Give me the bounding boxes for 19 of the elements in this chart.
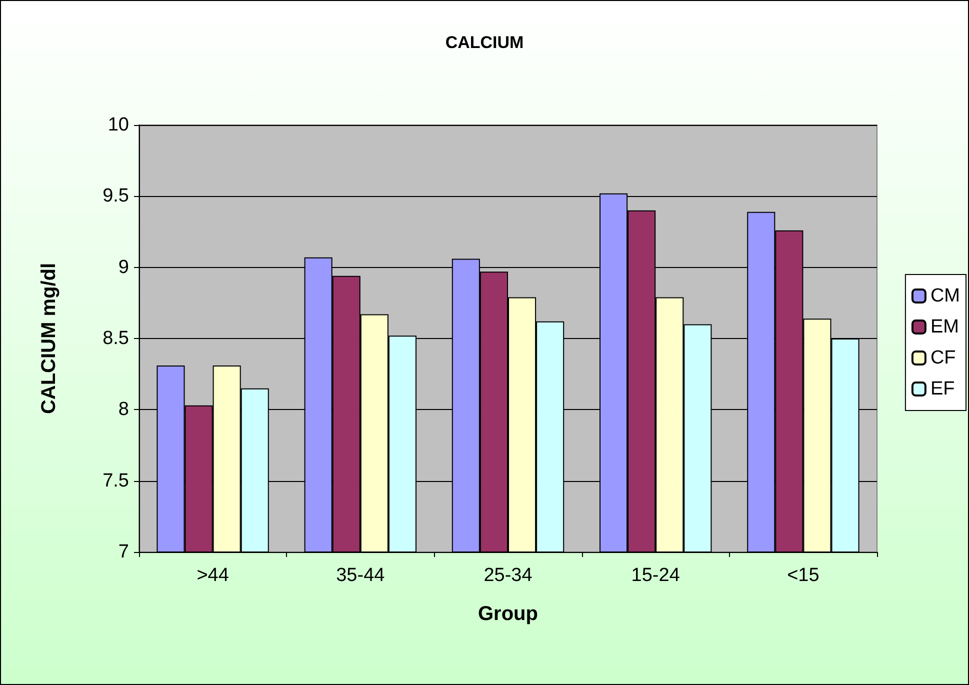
legend-label: EM <box>930 316 959 338</box>
y-tick-label: 8 <box>118 399 129 420</box>
x-axis-title: Group <box>478 603 538 625</box>
y-tick-label: 9.5 <box>102 186 129 207</box>
x-tick-label: 15-24 <box>631 565 680 586</box>
x-tick-label: 25-34 <box>484 565 533 586</box>
y-tick-label: 7 <box>118 542 129 562</box>
y-axis-title: CALCIUM mg/dl <box>38 262 60 414</box>
legend-label: CF <box>930 348 956 368</box>
y-tick-label: 10 <box>108 114 129 136</box>
y-tick-label: 7.5 <box>102 470 129 492</box>
chart-title: CALCIUM <box>445 33 524 52</box>
x-tick-label: 35-44 <box>336 565 386 586</box>
x-tick-label: >44 <box>196 565 230 586</box>
legend-label: EF <box>930 378 955 400</box>
legend-label: CM <box>930 286 960 306</box>
x-tick-label: <15 <box>787 565 820 586</box>
y-tick-label: 8.5 <box>102 328 129 349</box>
y-tick-label: 9 <box>118 256 129 278</box>
